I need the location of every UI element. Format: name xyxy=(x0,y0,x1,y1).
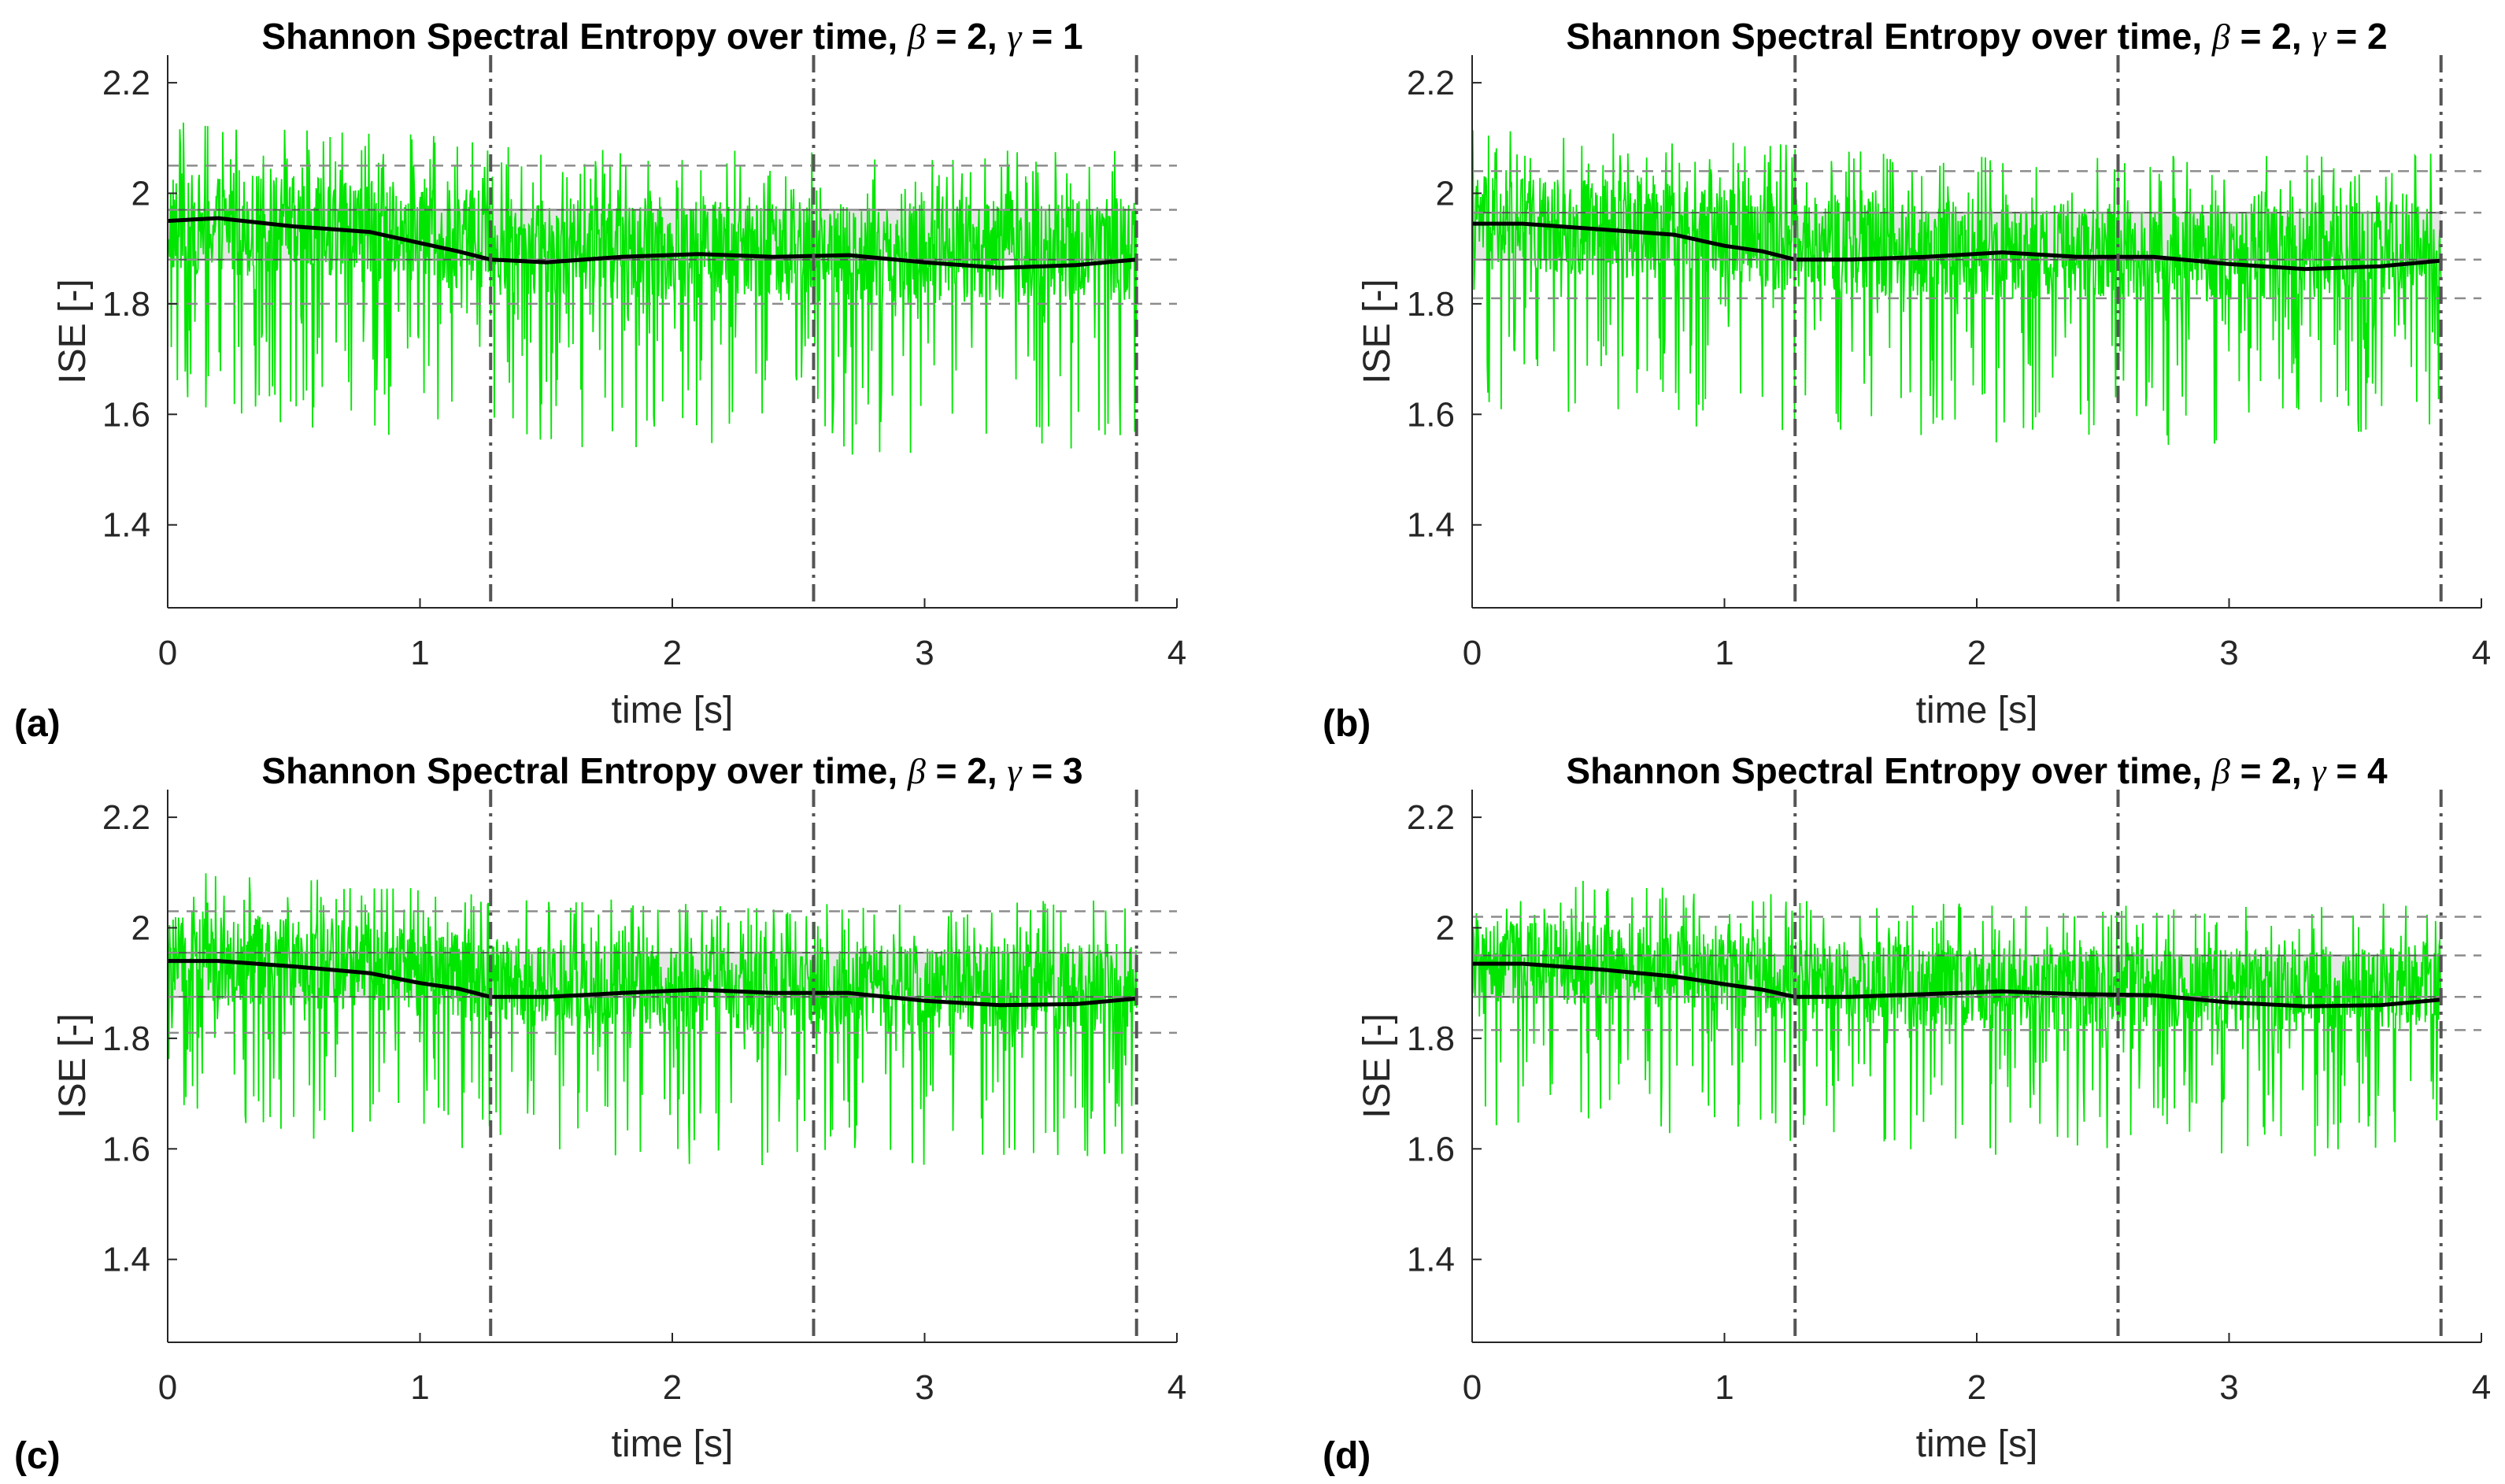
plot-area xyxy=(168,873,1177,1166)
ise-moving-average xyxy=(1472,961,2441,1008)
x-axis-label: time [s] xyxy=(612,1423,734,1465)
panel-label: (d) xyxy=(1323,1435,1371,1477)
x-axis-label: time [s] xyxy=(612,690,734,731)
chart-panel-1: Shannon Spectral Entropy over time, β = … xyxy=(14,16,1186,745)
x-tick-label: 1 xyxy=(1715,1368,1734,1407)
x-tick-label: 0 xyxy=(158,1368,177,1407)
chart-panel-4: Shannon Spectral Entropy over time, β = … xyxy=(1323,750,2491,1477)
y-tick-label: 2.2 xyxy=(1407,798,1455,837)
x-tick-label: 3 xyxy=(915,1368,934,1407)
x-tick-label: 4 xyxy=(2472,1368,2491,1407)
x-tick-label: 3 xyxy=(2219,1368,2238,1407)
chart-title: Shannon Spectral Entropy over time, β = … xyxy=(1566,16,2387,57)
title-prefix: Shannon Spectral Entropy over time, xyxy=(261,16,908,57)
panel-label: (a) xyxy=(14,703,61,745)
x-axis-label: time [s] xyxy=(1916,690,2038,731)
x-tick-label: 4 xyxy=(1167,634,1186,672)
plot-area xyxy=(168,122,1177,455)
y-axis-label: ISE [-] xyxy=(1356,1013,1398,1118)
chart-title: Shannon Spectral Entropy over time, β = … xyxy=(1566,750,2388,791)
chart-title: Shannon Spectral Entropy over time, β = … xyxy=(261,16,1082,57)
plot-area xyxy=(1472,130,2481,446)
x-tick-label: 1 xyxy=(410,1368,429,1407)
title-beta-value: = 2, xyxy=(2230,750,2312,791)
panel-label: (c) xyxy=(14,1435,61,1477)
ise-raw-series xyxy=(168,873,1138,1166)
chart-title: Shannon Spectral Entropy over time, β = … xyxy=(261,750,1082,791)
y-tick-label: 1.8 xyxy=(102,1020,150,1058)
y-tick-label: 1.4 xyxy=(1407,506,1455,545)
y-tick-label: 1.8 xyxy=(1407,1020,1455,1058)
x-tick-label: 1 xyxy=(410,634,429,672)
x-tick-label: 0 xyxy=(1463,634,1482,672)
title-prefix: Shannon Spectral Entropy over time, xyxy=(1566,750,2212,791)
x-tick-label: 0 xyxy=(158,634,177,672)
chart-panel-3: Shannon Spectral Entropy over time, β = … xyxy=(14,750,1186,1477)
y-tick-label: 1.6 xyxy=(102,1130,150,1168)
title-beta-value: = 2, xyxy=(926,750,1008,791)
title-gamma-symbol: γ xyxy=(1007,17,1023,57)
x-tick-label: 2 xyxy=(1967,1368,1986,1407)
x-axis-label: time [s] xyxy=(1916,1423,2038,1465)
title-prefix: Shannon Spectral Entropy over time, xyxy=(1566,16,2212,57)
y-tick-label: 2 xyxy=(131,175,150,213)
y-axis-label: ISE [-] xyxy=(52,1013,94,1118)
y-tick-label: 2.2 xyxy=(1407,64,1455,102)
title-gamma-symbol: γ xyxy=(1007,751,1023,791)
title-prefix: Shannon Spectral Entropy over time, xyxy=(261,750,908,791)
x-tick-label: 2 xyxy=(663,1368,682,1407)
ise-raw-series xyxy=(1472,880,2442,1156)
x-tick-label: 2 xyxy=(663,634,682,672)
y-axis-label: ISE [-] xyxy=(1356,279,1398,383)
title-beta-symbol: β xyxy=(907,17,926,57)
y-tick-label: 2 xyxy=(1436,175,1455,213)
title-gamma-value: = 4 xyxy=(2326,750,2388,791)
title-gamma-symbol: γ xyxy=(2311,751,2327,791)
x-tick-label: 1 xyxy=(1715,634,1734,672)
y-tick-label: 1.4 xyxy=(102,506,150,545)
y-tick-label: 2.2 xyxy=(102,798,150,837)
title-beta-symbol: β xyxy=(2211,751,2230,791)
x-tick-label: 4 xyxy=(2472,634,2491,672)
y-tick-label: 1.6 xyxy=(1407,395,1455,434)
title-gamma-value: = 3 xyxy=(1022,750,1083,791)
y-tick-label: 1.4 xyxy=(1407,1241,1455,1279)
y-tick-label: 1.8 xyxy=(102,285,150,324)
x-tick-label: 3 xyxy=(2219,634,2238,672)
ise-raw-series xyxy=(1472,130,2442,446)
y-tick-label: 1.8 xyxy=(1407,285,1455,324)
title-gamma-symbol: γ xyxy=(2311,17,2327,57)
y-tick-label: 2 xyxy=(131,909,150,948)
title-beta-value: = 2, xyxy=(2230,16,2312,57)
y-tick-label: 2 xyxy=(1436,909,1455,948)
x-tick-label: 3 xyxy=(915,634,934,672)
x-tick-label: 0 xyxy=(1463,1368,1482,1407)
panel-label: (b) xyxy=(1323,703,1371,745)
y-tick-label: 2.2 xyxy=(102,64,150,102)
ise-moving-average xyxy=(168,216,1137,270)
y-tick-label: 1.4 xyxy=(102,1241,150,1279)
y-tick-label: 1.6 xyxy=(1407,1130,1455,1168)
title-beta-symbol: β xyxy=(2211,17,2230,57)
title-gamma-value: = 2 xyxy=(2326,16,2388,57)
x-tick-label: 2 xyxy=(1967,634,1986,672)
title-beta-symbol: β xyxy=(907,751,926,791)
title-beta-value: = 2, xyxy=(926,16,1008,57)
plot-area xyxy=(1472,880,2481,1156)
ise-raw-series xyxy=(168,122,1138,455)
ise-moving-average xyxy=(168,959,1137,1008)
y-tick-label: 1.6 xyxy=(102,395,150,434)
chart-panel-2: Shannon Spectral Entropy over time, β = … xyxy=(1323,16,2491,745)
ise-moving-average xyxy=(1472,221,2441,272)
title-gamma-value: = 1 xyxy=(1022,16,1083,57)
x-tick-label: 4 xyxy=(1167,1368,1186,1407)
y-axis-label: ISE [-] xyxy=(52,279,94,383)
